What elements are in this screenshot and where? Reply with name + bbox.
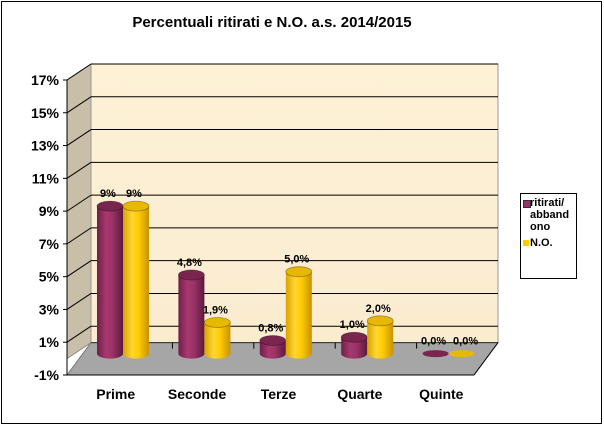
y-tick-label: 1%: [39, 334, 60, 350]
bar-cylinder: [204, 322, 231, 359]
bar-top: [285, 266, 313, 278]
bar-cylinder: [341, 337, 368, 359]
chart-title: Percentuali ritirati e N.O. a.s. 2014/20…: [132, 14, 412, 31]
y-tick-label: -1%: [34, 367, 59, 383]
bar-cylinder: [285, 271, 312, 359]
legend-label: N.O.: [530, 237, 553, 249]
category-label: Quinte: [419, 386, 464, 402]
bar-top: [259, 335, 287, 346]
bar-top: [340, 331, 368, 343]
legend-label: ono: [530, 221, 551, 233]
y-tick-label: 11%: [32, 170, 60, 186]
bar-cylinder: [97, 206, 123, 359]
data-label: 9%: [100, 188, 116, 200]
data-label: 0,0%: [453, 336, 478, 348]
legend-item: ritirati/abband ono: [521, 197, 576, 233]
data-label: 4,8%: [177, 257, 202, 269]
category-label: Seconde: [168, 386, 227, 402]
data-label: 0,0%: [421, 336, 446, 348]
data-label: 1,0%: [340, 319, 365, 331]
legend-swatch: [523, 200, 531, 208]
bar-top: [422, 350, 449, 358]
bar-cylinder: [123, 206, 149, 359]
data-label: 2,0%: [366, 303, 391, 315]
bar-top: [366, 315, 394, 327]
y-tick-label: 15%: [31, 105, 60, 121]
y-tick-label: 13%: [31, 138, 60, 154]
data-label: 9%: [126, 188, 142, 200]
legend-label: ritirati/: [530, 197, 565, 209]
side-wall: [66, 63, 92, 360]
data-label: 1,9%: [203, 304, 228, 316]
y-tick-label: 9%: [39, 203, 60, 219]
bar-top: [96, 200, 124, 212]
bar-top: [203, 317, 231, 328]
category-label: Terze: [261, 386, 297, 402]
bar-cylinder: [367, 320, 394, 359]
data-label: 5,0%: [284, 254, 309, 266]
data-label: 0,8%: [258, 323, 283, 335]
bar-top: [448, 350, 475, 358]
chart-legend: ritirati/abband ono N.O.: [520, 193, 577, 279]
y-tick-label: 3%: [39, 301, 60, 317]
legend-swatch: [523, 240, 529, 246]
bar-top: [177, 269, 205, 281]
category-label: Quarte: [337, 386, 382, 402]
bar-cylinder: [178, 274, 205, 359]
y-tick-label: 5%: [39, 269, 60, 285]
bar-top: [122, 200, 150, 212]
y-tick-label: 7%: [39, 236, 60, 252]
y-tick-label: 17%: [31, 72, 60, 88]
legend-item: N.O.: [521, 237, 576, 249]
bar-cylinder: [259, 340, 286, 359]
category-label: Prime: [96, 386, 135, 402]
legend-label: abband: [530, 209, 570, 221]
